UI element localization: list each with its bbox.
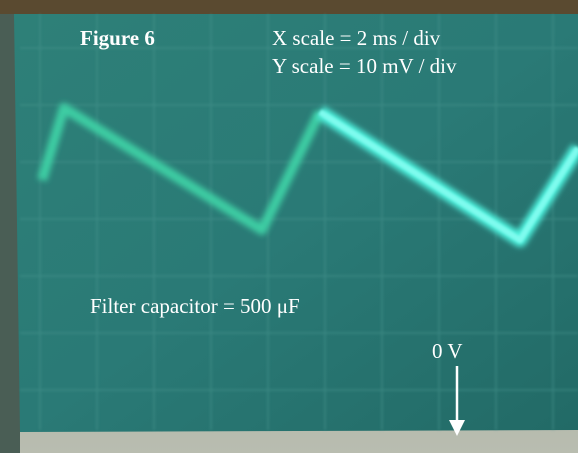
figure-label: Figure 6: [80, 26, 155, 50]
y-scale: Y scale = 10 mV / div: [272, 54, 457, 78]
x-scale: X scale = 2 ms / div: [272, 26, 441, 50]
oscilloscope-photo: Figure 6 X scale = 2 ms / div Y scale = …: [0, 0, 578, 453]
zero-label: 0 V: [432, 339, 463, 363]
page: {"figure_label": "Figure 6", "x_scale": …: [0, 0, 578, 453]
capacitor-label: Filter capacitor = 500 μF: [90, 294, 300, 318]
top-edge: [0, 0, 578, 14]
